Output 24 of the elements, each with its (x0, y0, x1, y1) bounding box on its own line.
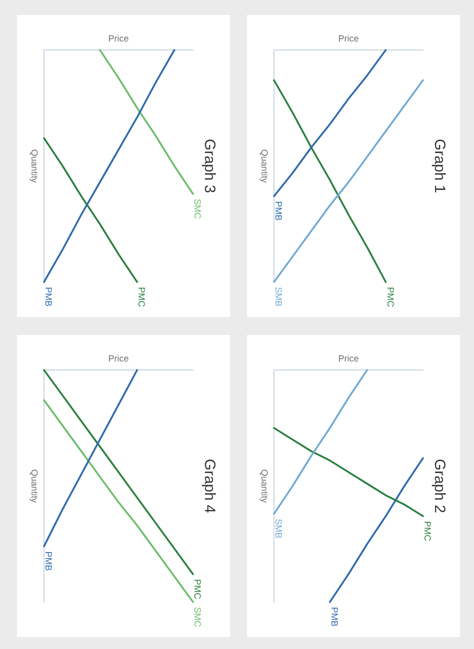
x-axis-title: Price (338, 33, 359, 44)
x-axis-title: Price (338, 353, 359, 364)
text: PMC (422, 521, 433, 542)
text: SMC (192, 198, 203, 220)
text: PMB (44, 287, 54, 307)
text: PMB (329, 607, 340, 627)
y-axis-title: Quantity (30, 149, 40, 184)
text: PMC (192, 579, 203, 600)
text: SMB (274, 518, 284, 538)
y-axis-title: Quantity (260, 149, 270, 184)
text: SMC (192, 607, 203, 628)
text: Graph 1 (430, 138, 448, 194)
text: PMC (136, 287, 147, 308)
text: Graph 3 (200, 138, 218, 194)
text: SMB (274, 287, 284, 307)
text: Graph 2 (430, 458, 448, 514)
x-axis-title: Price (108, 353, 129, 364)
x-axis-title: Price (108, 33, 129, 44)
text: Graph 4 (200, 458, 218, 514)
text: PMB (274, 201, 284, 221)
text: PMC (385, 287, 396, 308)
y-axis-title: Quantity (30, 469, 40, 504)
y-axis-title: Quantity (260, 469, 270, 504)
text: PMB (44, 551, 54, 571)
